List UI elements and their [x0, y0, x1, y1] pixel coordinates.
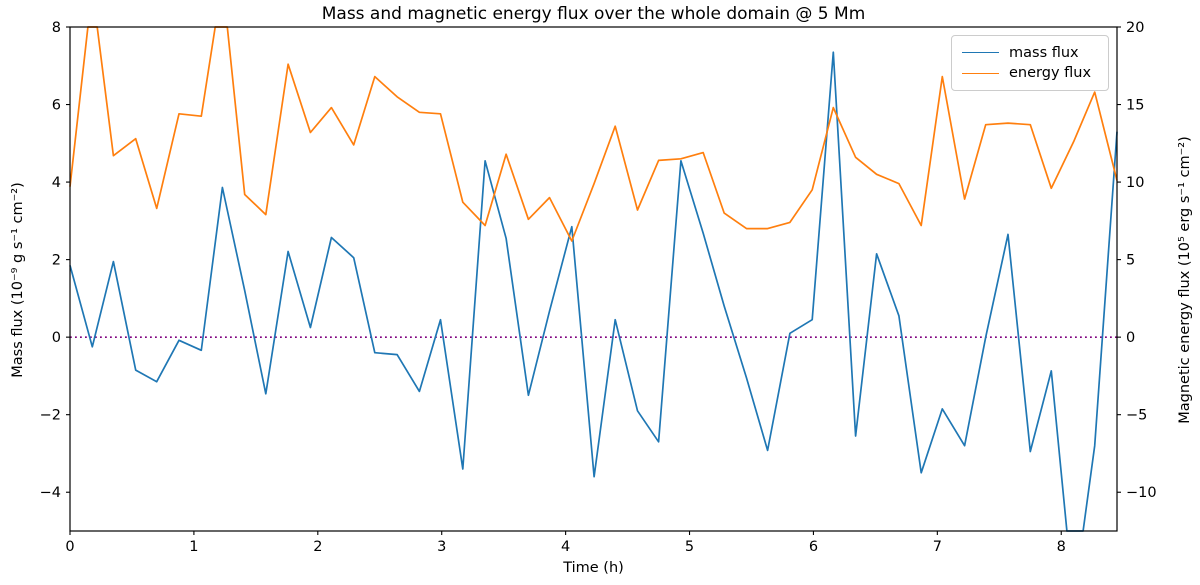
y-tick-label-left: 6 — [52, 98, 61, 114]
mass-flux-line-swatch — [962, 52, 999, 54]
y-tick-label-left: 8 — [52, 20, 61, 36]
legend-label-mass-flux: mass flux — [1009, 44, 1079, 61]
y-tick-label-right: 0 — [1126, 330, 1135, 346]
y-tick-label-left: −4 — [40, 485, 61, 501]
x-axis-label: Time (h) — [563, 560, 624, 576]
legend: mass flux energy flux — [951, 35, 1109, 91]
y-axis-label-right: Magnetic energy flux (10⁵ erg s⁻¹ cm⁻²) — [1177, 136, 1193, 424]
chart-title: Mass and magnetic energy flux over the w… — [321, 4, 866, 24]
x-tick-label: 0 — [65, 539, 74, 555]
y-tick-label-right: 10 — [1126, 175, 1144, 191]
y-tick-label-right: 20 — [1126, 20, 1144, 36]
y-tick-label-left: 0 — [52, 330, 61, 346]
y-tick-label-left: −2 — [40, 408, 61, 424]
y-tick-label-right: 5 — [1126, 253, 1135, 269]
x-tick-label: 4 — [561, 539, 570, 555]
x-tick-label: 6 — [809, 539, 818, 555]
mass-flux-line — [69, 51, 1118, 532]
x-tick-label: 3 — [437, 539, 446, 555]
energy-flux-line-swatch — [962, 72, 999, 74]
legend-entry-energy-flux: energy flux — [952, 66, 1108, 81]
x-tick-label: 8 — [1057, 539, 1066, 555]
x-tick-label: 1 — [189, 539, 198, 555]
y-tick-label-left: 2 — [52, 253, 61, 269]
y-tick-label-right: 15 — [1126, 98, 1144, 114]
x-tick-label: 7 — [933, 539, 942, 555]
y-tick-label-right: −10 — [1126, 485, 1157, 501]
y-axis-label-left: Mass flux (10⁻⁹ g s⁻¹ cm⁻²) — [10, 182, 26, 378]
y-tick-label-left: 4 — [52, 175, 61, 191]
x-tick-label: 2 — [313, 539, 322, 555]
legend-label-energy-flux: energy flux — [1009, 65, 1092, 81]
x-tick-label: 5 — [685, 539, 694, 555]
axes-spines — [69, 26, 1118, 532]
y-tick-label-right: −5 — [1126, 408, 1147, 424]
legend-entry-mass-flux: mass flux — [952, 44, 1108, 61]
